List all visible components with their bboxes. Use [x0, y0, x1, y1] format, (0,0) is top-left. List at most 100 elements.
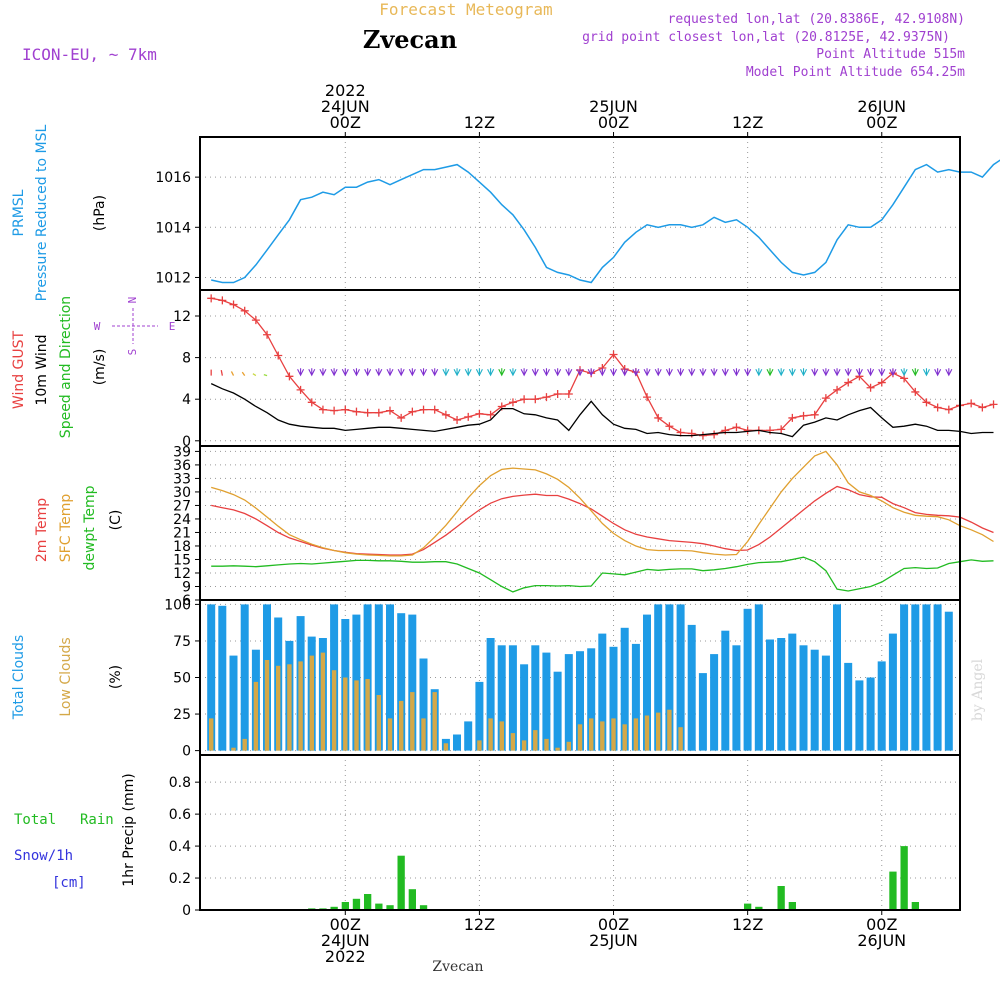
y-tick-label: 25 — [173, 707, 191, 723]
gust-marker — [989, 400, 998, 409]
total-cloud-bar — [833, 604, 841, 751]
low-cloud-bar — [276, 665, 281, 751]
plot-area: 1012101410160481269121518212427303336390… — [155, 136, 1000, 919]
gust-marker — [564, 390, 573, 398]
total-cloud-bar — [888, 633, 897, 751]
wind-direction-arrow — [308, 368, 316, 377]
wind-direction-arrow — [889, 368, 897, 377]
low-cloud-bar — [410, 692, 415, 751]
low-cloud-bar — [577, 724, 583, 751]
y-tick-label: 33 — [173, 471, 191, 487]
bottom-time-label: 24JUN — [321, 931, 370, 950]
gust-marker — [665, 422, 674, 431]
low-cloud-bar — [298, 661, 303, 751]
model-label: ICON-EU, ~ 7km — [22, 45, 157, 64]
total-cloud-bar — [598, 633, 607, 751]
sfc-temp-label: SFC Temp — [58, 494, 74, 563]
total-cloud-bar — [665, 604, 674, 751]
top-time-label: 24JUN — [321, 97, 370, 116]
rain-label-total: Total — [14, 812, 56, 828]
gust-marker — [352, 407, 361, 416]
total-cloud-bar — [397, 613, 406, 751]
gust-marker — [944, 405, 953, 414]
wind-direction-arrow — [610, 368, 618, 377]
low-cloud-bar — [376, 695, 381, 751]
wind-direction-arrow — [811, 368, 819, 377]
total-cloud-bar — [564, 654, 573, 751]
total-cloud-bar — [207, 604, 216, 751]
wind-direction-arrow — [833, 368, 841, 377]
total-cloud-bar — [900, 604, 909, 751]
y-tick-label: 50 — [173, 671, 191, 687]
low-cloud-bar — [622, 724, 627, 751]
total-cloud-bar — [497, 645, 506, 751]
y-tick-label: 8 — [182, 351, 191, 367]
top-time-label: 12Z — [464, 113, 495, 132]
y-tick-label: 9 — [182, 579, 191, 595]
total-cloud-bar — [609, 646, 618, 751]
gust-marker — [788, 413, 797, 422]
wind-direction-arrow — [922, 368, 930, 377]
wind-direction-arrow — [375, 368, 383, 377]
gust-marker — [218, 296, 227, 305]
total-cloud-bar — [698, 673, 707, 751]
low-cloud-bar — [477, 740, 482, 751]
bottom-time-label: 12Z — [464, 915, 495, 934]
low-cloud-bar — [387, 718, 393, 751]
gust-marker — [475, 409, 484, 418]
panel-frame — [199, 136, 961, 291]
rain-bar — [419, 905, 428, 910]
bottom-time-label: 00Z — [866, 915, 897, 934]
y-tick-label: 18 — [173, 539, 191, 555]
gust-marker — [240, 306, 249, 315]
low-clouds-label: Low Clouds — [58, 637, 74, 716]
wind-direction-arrow — [855, 368, 863, 377]
y-tick-label: 12 — [173, 566, 191, 582]
total-cloud-bar — [542, 652, 551, 751]
temp2m-line — [211, 485, 994, 556]
gust-marker — [833, 385, 842, 394]
gust-marker — [531, 395, 540, 404]
wind-direction-arrow — [598, 368, 606, 377]
panel-labels: PRMSL Pressure Reduced to MSL (hPa) Wind… — [11, 124, 137, 891]
wind-direction-arrow — [408, 368, 416, 377]
total-cloud-bar — [553, 671, 562, 751]
gust-marker — [520, 395, 529, 404]
requested-point: requested lon,lat (20.8386E, 42.9108N) — [668, 12, 965, 27]
rain-bar — [889, 871, 897, 910]
bottom-time-label: 25JUN — [589, 931, 638, 950]
gust-marker — [341, 405, 350, 414]
low-cloud-bar — [331, 670, 337, 751]
total-cloud-bar — [363, 604, 372, 751]
low-cloud-bar — [264, 660, 270, 751]
rain-bar — [364, 894, 372, 910]
pressure-label-1: PRMSL — [11, 189, 27, 236]
total-cloud-bar — [531, 645, 540, 751]
low-cloud-bar — [432, 692, 437, 751]
total-cloud-bar — [922, 604, 931, 751]
total-cloud-bar — [911, 604, 920, 751]
wind-direction-arrow — [542, 368, 550, 377]
gust-marker — [318, 405, 327, 414]
y-tick-label: 1014 — [155, 220, 191, 236]
total-cloud-bar — [419, 658, 428, 751]
y-tick-label: 12 — [173, 309, 191, 325]
total-cloud-bar — [508, 645, 517, 751]
y-tick-label: 1016 — [155, 170, 191, 186]
total-cloud-bar — [877, 661, 886, 751]
total-cloud-bar — [687, 624, 696, 751]
gust-marker — [799, 411, 808, 420]
low-cloud-bar — [443, 743, 449, 751]
wind-direction-arrow — [822, 368, 830, 377]
low-cloud-bar — [566, 741, 571, 751]
total-cloud-bar — [944, 611, 953, 751]
total-cloud-bar — [631, 643, 640, 751]
total-cloud-bar — [408, 614, 417, 751]
top-time-label: 12Z — [732, 113, 763, 132]
gust-marker — [229, 300, 238, 309]
gust-marker — [453, 416, 462, 424]
wind-direction-arrow — [766, 368, 774, 377]
wind-direction-arrow — [565, 368, 573, 377]
gust-marker — [464, 412, 473, 421]
